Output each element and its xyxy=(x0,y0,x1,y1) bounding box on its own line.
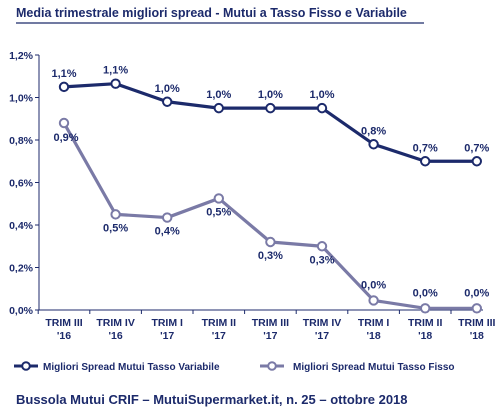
data-point xyxy=(213,193,225,204)
y-tick-label: 1,0% xyxy=(9,93,34,105)
data-label: 1,0% xyxy=(309,89,334,101)
data-label: 1,0% xyxy=(206,89,231,101)
x-tick-label: TRIM II xyxy=(202,317,236,329)
y-tick-label: 0,8% xyxy=(9,135,34,147)
x-tick-label: TRIM III xyxy=(45,317,82,329)
data-point xyxy=(58,81,70,93)
data-point xyxy=(471,303,482,314)
x-tick-label: '17 xyxy=(160,330,174,342)
data-label: 0,0% xyxy=(413,287,438,299)
x-tick-label: TRIM I xyxy=(358,317,390,329)
data-label: 0,3% xyxy=(309,254,334,266)
data-label: 0,8% xyxy=(361,125,386,137)
data-point xyxy=(162,212,173,223)
source-caption: Bussola Mutui CRIF – MutuiSupermarket.it… xyxy=(16,392,408,407)
x-tick-label: TRIM I xyxy=(151,317,183,329)
x-tick-label: TRIM III xyxy=(252,317,289,329)
data-point xyxy=(316,241,328,252)
y-tick-label: 0,2% xyxy=(9,263,34,275)
data-label: 1,0% xyxy=(258,89,283,101)
data-point xyxy=(110,78,121,89)
data-point xyxy=(316,102,328,114)
data-label: 1,1% xyxy=(51,68,76,80)
data-label: 0,7% xyxy=(413,142,438,154)
legend-label: Migliori Spread Mutui Tasso Fisso xyxy=(293,362,455,373)
data-point xyxy=(368,139,379,150)
x-tick-label: TRIM IV xyxy=(96,317,135,329)
axes: 0,0%0,2%0,4%0,6%0,8%1,0%1,2%TRIM III'16T… xyxy=(9,50,495,342)
x-tick-label: '18 xyxy=(470,330,484,342)
x-tick-label: '18 xyxy=(418,330,432,342)
x-tick-label: '17 xyxy=(212,330,226,342)
x-tick-label: '18 xyxy=(367,330,381,342)
x-tick-label: '17 xyxy=(263,330,277,342)
data-point xyxy=(213,102,225,114)
x-tick-label: TRIM IV xyxy=(303,317,342,329)
legend: Migliori Spread Mutui Tasso Variabile Mig… xyxy=(14,361,455,373)
data-point xyxy=(265,236,276,248)
data-label: 0,3% xyxy=(258,250,283,262)
series-layer xyxy=(58,78,482,314)
data-point xyxy=(420,303,431,314)
data-label: 0,9% xyxy=(53,132,78,144)
data-point xyxy=(368,295,379,306)
x-tick-label: TRIM II xyxy=(408,317,442,329)
x-tick-label: TRIM III xyxy=(458,317,495,329)
data-point xyxy=(58,117,70,129)
legend-label: Migliori Spread Mutui Tasso Variabile xyxy=(43,362,220,373)
legend-swatch-marker xyxy=(21,361,31,371)
data-label: 1,0% xyxy=(155,83,180,95)
data-point xyxy=(420,156,431,167)
y-tick-label: 0,6% xyxy=(9,178,34,190)
data-labels-layer: 1,1% 1,1% 1,0% 1,0% 1,0% 1,0% 0,8% 0,7% 0,7% 0,9%… xyxy=(51,65,489,300)
data-point xyxy=(265,102,276,114)
data-point xyxy=(471,156,482,167)
data-label: 0,0% xyxy=(464,287,489,299)
chart-title: Media trimestrale migliori spread - Mutu… xyxy=(16,6,407,20)
legend-swatch-marker xyxy=(267,361,277,371)
x-tick-label: '16 xyxy=(109,330,123,342)
y-tick-label: 1,2% xyxy=(9,50,34,62)
data-label: 0,0% xyxy=(361,279,386,291)
data-label: 0,7% xyxy=(464,142,489,154)
data-label: 0,5% xyxy=(206,206,231,218)
data-label: 1,1% xyxy=(103,65,128,77)
data-label: 0,4% xyxy=(155,226,180,238)
data-point xyxy=(110,209,121,220)
data-point xyxy=(162,96,173,107)
x-tick-label: '17 xyxy=(315,330,329,342)
y-tick-label: 0,4% xyxy=(9,220,34,232)
y-tick-label: 0,0% xyxy=(9,305,34,317)
x-tick-label: '16 xyxy=(57,330,71,342)
data-label: 0,5% xyxy=(103,222,128,234)
